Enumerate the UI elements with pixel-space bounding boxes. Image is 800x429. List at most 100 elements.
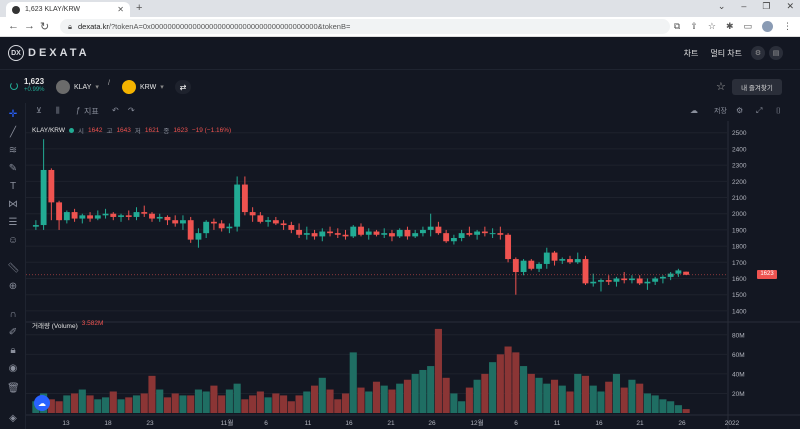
symbol-label: KLAY/KRW xyxy=(32,126,65,134)
close-icon[interactable]: ✕ xyxy=(117,5,124,14)
share-icon[interactable]: ⇪ xyxy=(690,21,698,31)
extensions-icon[interactable]: ✱ xyxy=(725,21,734,31)
prediction-icon[interactable]: ☰ xyxy=(8,217,18,228)
forward-icon[interactable]: → xyxy=(24,20,35,32)
camera-icon[interactable]: ⌷ xyxy=(776,106,781,115)
url-input[interactable]: 🔒︎ dexata.kr/?tokenA=0x00000000000000000… xyxy=(60,19,670,34)
trendline-icon[interactable]: ╱ xyxy=(9,127,17,138)
volume-bar xyxy=(380,385,388,413)
candle-body xyxy=(32,225,39,227)
candle-body xyxy=(551,252,558,261)
favorites-button[interactable]: 내 즐겨찾기 xyxy=(732,79,782,95)
pattern-icon[interactable]: ⋈ xyxy=(8,199,18,210)
wallet-icon[interactable]: ▤ xyxy=(769,46,783,60)
candle-body xyxy=(195,233,202,240)
candle-body xyxy=(427,226,434,230)
sidepanel-icon[interactable]: ▭ xyxy=(743,21,752,31)
volume-bar xyxy=(605,381,613,413)
candle-type-icon[interactable]: ⫼ xyxy=(56,106,60,115)
interval-icon[interactable]: ⊻ xyxy=(36,106,42,115)
open-label: 시 xyxy=(78,128,84,135)
minimize-icon[interactable]: – xyxy=(741,1,747,11)
candle-body xyxy=(203,221,210,234)
volume-bar xyxy=(210,385,218,413)
undo-icon[interactable]: ↶ xyxy=(112,106,119,115)
lock-drawings-icon[interactable]: ✐ xyxy=(8,327,18,338)
volume-bar xyxy=(109,391,117,413)
candle-body xyxy=(474,231,481,235)
candle-body xyxy=(118,215,124,217)
crosshair-icon[interactable]: ✛ xyxy=(8,109,18,120)
quote-token-selector[interactable]: KRW ▾ xyxy=(122,80,164,94)
menu-item-multichart[interactable]: 멀티 차트 xyxy=(710,49,742,58)
candle-body xyxy=(675,270,682,274)
brush-icon[interactable]: ✎ xyxy=(8,163,18,174)
candle-body xyxy=(63,212,70,221)
x-tick-label: 16 xyxy=(595,420,603,427)
candle-body xyxy=(628,278,635,281)
x-tick-label: 6 xyxy=(514,420,518,427)
chevron-down-icon[interactable]: ⌄ xyxy=(717,1,726,11)
volume-bar xyxy=(272,393,280,413)
browser-tab[interactable]: 1,623 KLAY/KRW ✕ xyxy=(6,2,130,17)
emoji-icon[interactable]: ☺ xyxy=(7,235,19,246)
dexata-logo[interactable]: DX DEXATA xyxy=(8,45,90,61)
menu-icon[interactable]: ⋮ xyxy=(783,21,792,31)
candle-body xyxy=(234,184,241,227)
trash-icon[interactable]: 🗑︎ xyxy=(7,383,20,394)
fib-icon[interactable]: ≋ xyxy=(8,145,18,156)
magnet-icon[interactable]: ∩ xyxy=(9,309,17,320)
close-label: 종 xyxy=(163,128,170,135)
text-icon[interactable]: T xyxy=(9,181,17,192)
fullscreen-icon[interactable]: ⤢ xyxy=(756,106,763,115)
base-token-selector[interactable]: KLAY ▾ xyxy=(56,80,99,94)
reload-icon[interactable]: ↻ xyxy=(40,21,50,33)
save-button[interactable]: 저장 xyxy=(714,108,727,115)
translate-icon[interactable]: ⧉ xyxy=(673,21,681,31)
indicators-button[interactable]: 지표 xyxy=(84,107,99,116)
eye-icon[interactable]: ◉ xyxy=(8,363,18,374)
candle-body xyxy=(40,169,47,226)
volume-bar xyxy=(396,383,404,413)
address-bar: ← → ↻ 🔒︎ dexata.kr/?tokenA=0x00000000000… xyxy=(0,17,800,37)
volume-bar xyxy=(86,395,94,413)
candle-body xyxy=(419,229,426,234)
profile-avatar[interactable] xyxy=(762,21,773,32)
price-tick-label: 2000 xyxy=(732,211,747,218)
price-tick-label: 1800 xyxy=(732,244,747,251)
volume-bar xyxy=(318,377,326,413)
volume-bar xyxy=(117,399,125,413)
swap-pair-button[interactable]: ⇄ xyxy=(175,80,191,94)
cloud-save-icon[interactable]: ☁ xyxy=(690,106,698,115)
back-icon[interactable]: ← xyxy=(8,20,19,32)
layers-icon[interactable]: ◈ xyxy=(9,413,17,424)
candle-body xyxy=(466,233,473,235)
lock-icon[interactable]: 🔒︎ xyxy=(10,345,16,356)
new-tab-icon[interactable]: + xyxy=(136,2,143,14)
close-window-icon[interactable]: ✕ xyxy=(786,1,794,11)
restore-icon[interactable]: ❐ xyxy=(762,1,771,11)
candlestick-chart[interactable]: 2500 2400 2300 2200 2100 2000 1900 1800 1700 1600… xyxy=(26,121,800,429)
chart-area[interactable]: 2500 2400 2300 2200 2100 2000 1900 1800 1700 1600… xyxy=(26,121,800,429)
x-tick-label: 18 xyxy=(104,420,112,427)
settings-icon[interactable]: ⚙ xyxy=(751,46,765,60)
bookmark-star-icon[interactable]: ☆ xyxy=(707,21,716,31)
menu-item-chart[interactable]: 차트 xyxy=(683,49,699,58)
redo-icon[interactable]: ↷ xyxy=(128,106,135,115)
chevron-down-icon: ▾ xyxy=(160,84,164,91)
gear-icon[interactable]: ⚙ xyxy=(736,106,744,115)
star-icon[interactable]: ☆ xyxy=(716,81,726,93)
candle-body xyxy=(373,231,380,235)
candle-body xyxy=(156,216,163,219)
candle-body xyxy=(358,226,364,235)
cloud-icon[interactable]: ☁ xyxy=(34,395,50,411)
indicators-icon[interactable]: ƒ xyxy=(76,106,81,115)
candle-body xyxy=(443,233,450,242)
candle-body xyxy=(172,220,179,224)
volume-bar xyxy=(295,395,303,413)
volume-bar xyxy=(465,387,473,413)
candle-body xyxy=(149,213,155,219)
ruler-icon[interactable]: 📏︎ xyxy=(7,263,20,274)
candle-body xyxy=(543,252,550,264)
zoom-in-icon[interactable]: ⊕ xyxy=(8,281,18,292)
